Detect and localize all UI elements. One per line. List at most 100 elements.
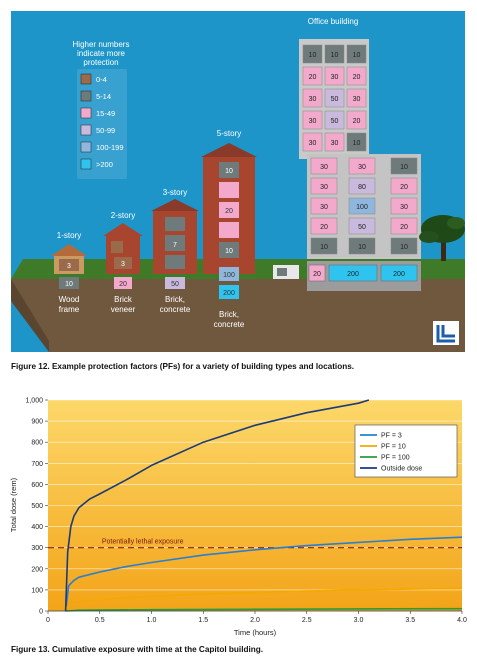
series-line-3 [64,399,370,612]
office-room [348,197,376,215]
building-5-type-2: concrete [214,320,245,329]
office-room [310,197,338,215]
legend-title-line-1: Higher numbers [73,40,130,49]
y-tick-label: 300 [31,545,43,552]
office-pf-value: 30 [320,164,328,171]
roof-5 [201,143,257,157]
ground-block [11,279,465,352]
building-1-name: 1-story [57,231,81,240]
pf-value-5-3: 100 [223,272,235,279]
office-pf-value: 10 [400,164,408,171]
office-pf-value: 20 [353,118,361,125]
ground-side [11,279,49,352]
office-room [302,66,323,86]
office-pf-value: 30 [309,96,317,103]
office-pf-value: 30 [358,164,366,171]
x-tick-label: 2.0 [250,617,260,624]
protection-factor-illustration: Higher numbers indicate more protection … [11,11,465,352]
legend-label: 0-4 [96,75,107,84]
room-5-4 [219,222,239,238]
office-basement-pf-value: 20 [313,271,321,278]
office-room [302,110,323,130]
office-pf-value: 10 [353,140,361,147]
legend-title-line-2: indicate more [77,49,126,58]
office-room [390,237,418,255]
y-tick-label: 600 [31,482,43,489]
legend-swatch [80,141,92,153]
building-1-type-1: Wood [59,295,80,304]
office-room [348,217,376,235]
legend-label: 15-49 [96,109,115,118]
office-pf-value: 80 [358,184,366,191]
office-pf-value: 30 [331,74,339,81]
y-tick-label: 800 [31,440,43,447]
office-basement-pf-value: 200 [347,271,359,278]
office-pf-value: 20 [320,224,328,231]
office-pf-value: 20 [400,224,408,231]
room-2-upper [111,241,123,253]
building-1-story: 1-story 3 10 Wood frame [51,231,87,314]
figure-13-caption: Figure 13. Cumulative exposure with time… [11,645,264,654]
room-5-5 [219,242,239,258]
office-basement-room [308,264,326,282]
office-room [302,132,323,152]
office-pf-value: 50 [331,96,339,103]
office-room [348,177,376,195]
office-room [324,88,345,108]
y-tick-label: 200 [31,566,43,573]
office-room [390,217,418,235]
office-pf-value: 30 [353,96,361,103]
y-tick-label: 400 [31,524,43,531]
x-tick-label: 1.0 [147,617,157,624]
pf-value-5-1: 20 [225,208,233,215]
office-room [324,110,345,130]
office-pf-value: 30 [309,140,317,147]
office-room [348,157,376,175]
office-pf-value: 30 [320,204,328,211]
office-pf-value: 10 [331,52,339,59]
room-5-basement-1 [219,267,239,281]
building-1-type-2: frame [59,305,80,314]
room-3-b [165,235,185,251]
roof-1 [51,244,87,256]
truck-cab [277,268,287,276]
y-tick-label: 500 [31,503,43,510]
building-3-story: 3-story 7 50 Brick, concrete [151,188,199,314]
office-pf-value: 10 [358,244,366,251]
office-pf-value: 20 [353,74,361,81]
room-5-2 [219,182,239,198]
building-5-story: 5-story 10 20 10 100 200 Brick, concrete [201,129,257,329]
legend-swatch [80,107,92,119]
office-room [390,197,418,215]
office-room [302,44,323,64]
building-5-type-1: Brick, [219,310,239,319]
office-pf-value: 10 [309,52,317,59]
office-pf-value: 20 [309,74,317,81]
office-room [348,237,376,255]
office-building: Office building 10 10 10 20 30 20 30 50 30 30 50 20… [273,17,421,291]
series-line-1 [64,587,463,612]
room-2-mid [114,257,132,269]
room-5-3 [219,202,239,218]
office-room [390,177,418,195]
room-1-upper [59,259,79,271]
pf-value-1-0: 3 [67,263,71,270]
building-5-name: 5-story [217,129,241,138]
office-room [346,132,367,152]
office-room [310,217,338,235]
office-pf-value: 50 [358,224,366,231]
office-basement-room [380,264,418,282]
pf-value-3-0: 7 [173,242,177,249]
legend-label: >200 [96,160,113,169]
x-tick-label: 2.5 [302,617,312,624]
x-tick-label: 4.0 [457,617,467,624]
pf-value-3-1: 50 [171,281,179,288]
room-3-basement [165,277,185,289]
room-5-1 [219,162,239,178]
building-3-name: 3-story [163,188,187,197]
figure-12-caption: Figure 12. Example protection factors (P… [11,362,355,371]
y-axis-label: Total dose (rem) [9,477,18,532]
legend-entry-3: Outside dose [381,466,422,473]
office-pf-value: 20 [400,184,408,191]
office-room [346,110,367,130]
